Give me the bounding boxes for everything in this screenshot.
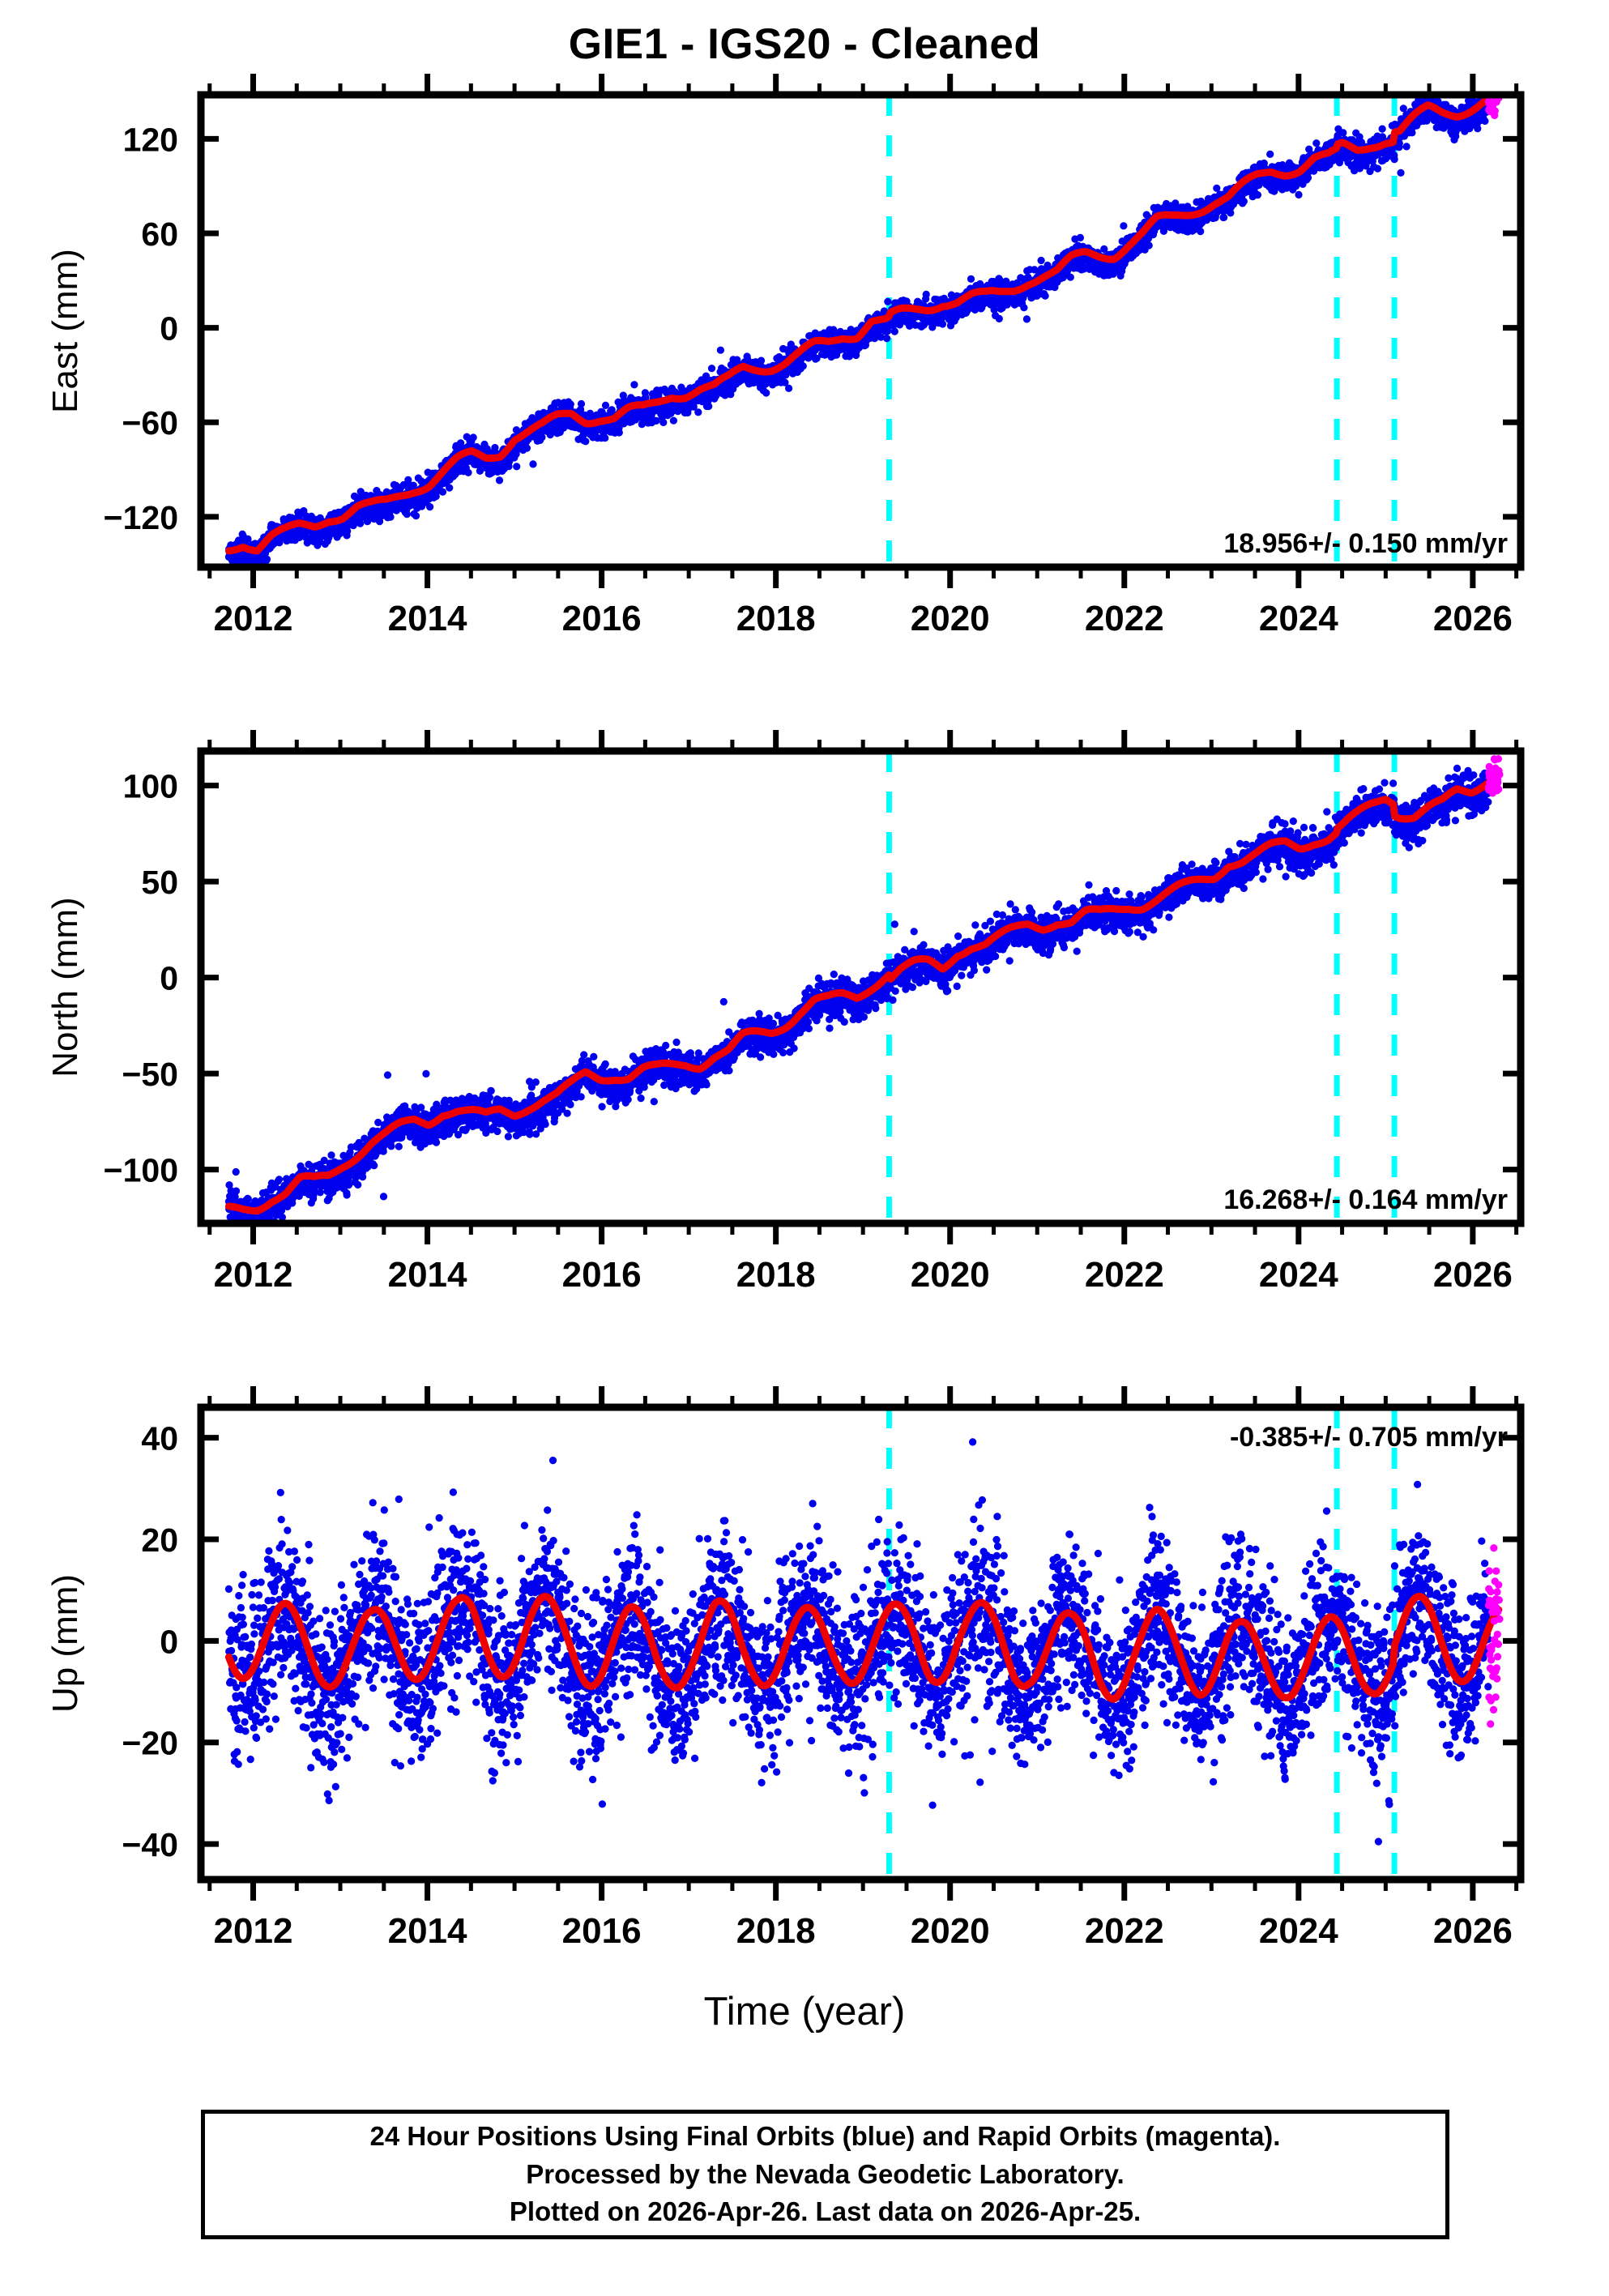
x-tick-label-up-1: 2014: [388, 1911, 467, 1951]
x-tick-label-up-6: 2024: [1259, 1911, 1338, 1951]
y-tick-label-north-0: −100: [104, 1152, 178, 1189]
plot-east: −120 −60 0 60 120 East (mm) 2012 2014 2016 2018 20…: [0, 49, 1609, 697]
y-tick-label-up-4: 40: [141, 1420, 178, 1457]
x-tick-label-north-6: 2024: [1259, 1255, 1338, 1295]
y-tick-label-north-3: 50: [141, 864, 178, 901]
data-layer-east: [225, 75, 1504, 574]
x-tick-label-north-0: 2012: [214, 1255, 293, 1295]
y-tick-label-up-1: −20: [122, 1725, 178, 1762]
x-tick-label-north-7: 2026: [1433, 1255, 1513, 1295]
y-tick-label-up-3: 20: [141, 1521, 178, 1559]
y-tick-label-up-2: 0: [160, 1623, 178, 1660]
y-axis-label-north: North (mm): [45, 897, 85, 1077]
data-layer-north: [225, 751, 1504, 1236]
y-tick-label-north-1: −50: [122, 1056, 178, 1093]
x-tick-label-east-6: 2024: [1259, 599, 1338, 638]
y-tick-label-east-3: 60: [141, 216, 178, 253]
x-tick-label-up-0: 2012: [214, 1911, 293, 1951]
final-orbit-points-up: [225, 1438, 1492, 1946]
x-tick-label-east-3: 2018: [736, 599, 816, 638]
y-axis-label-east: East (mm): [45, 249, 85, 413]
x-tick-label-east-5: 2022: [1085, 599, 1164, 638]
rapid-orbit-points-east: [1485, 81, 1504, 119]
caption-line-processor: Processed by the Nevada Geodetic Laborat…: [526, 2157, 1124, 2193]
panel-north: −100 −50 0 50 100 North (mm) 2012 2014 2016 2018 2…: [0, 705, 1609, 1353]
x-axis-label: Time (year): [0, 1989, 1609, 2034]
caption-line-orbits: 24 Hour Positions Using Final Orbits (bl…: [370, 2119, 1281, 2155]
rate-annotation-up: -0.385+/- 0.705 mm/yr: [1230, 1422, 1508, 1453]
plot-up: −40 −20 0 20 40 Up (mm) 2012 2014 2016 2018 2020 20…: [0, 1361, 1609, 2009]
x-tick-label-north-2: 2016: [562, 1255, 642, 1295]
x-tick-label-east-7: 2026: [1433, 599, 1513, 638]
x-tick-label-east-1: 2014: [388, 599, 467, 638]
x-tick-label-north-4: 2020: [911, 1255, 990, 1295]
panel-up: −40 −20 0 20 40 Up (mm) 2012 2014 2016 2018 2020 20…: [0, 1361, 1609, 2009]
caption-box: 24 Hour Positions Using Final Orbits (bl…: [201, 2110, 1449, 2239]
plot-north: −100 −50 0 50 100 North (mm) 2012 2014 2016 2018 2…: [0, 705, 1609, 1353]
panel-east: −120 −60 0 60 120 East (mm) 2012 2014 2016 2018 20…: [0, 49, 1609, 697]
x-tick-label-east-2: 2016: [562, 599, 642, 638]
caption-line-dates: Plotted on 2026-Apr-26. Last data on 202…: [510, 2194, 1141, 2230]
y-tick-label-east-1: −60: [122, 404, 178, 442]
data-layer-up: [225, 1407, 1504, 1946]
y-tick-label-east-0: −120: [104, 499, 178, 536]
y-tick-label-north-2: 0: [160, 960, 178, 997]
x-tick-label-up-4: 2020: [911, 1911, 990, 1951]
x-tick-label-up-5: 2022: [1085, 1911, 1164, 1951]
y-tick-label-up-0: −40: [122, 1826, 178, 1863]
y-tick-label-north-4: 100: [123, 768, 178, 805]
x-tick-label-east-4: 2020: [911, 599, 990, 638]
y-tick-label-east-4: 120: [123, 121, 178, 158]
rapid-orbit-points-north: [1485, 755, 1504, 796]
final-orbit-points-east: [225, 75, 1492, 574]
rate-annotation-north: 16.268+/- 0.164 mm/yr: [1223, 1184, 1508, 1215]
x-tick-label-up-7: 2026: [1433, 1911, 1513, 1951]
x-tick-label-north-1: 2014: [388, 1255, 467, 1295]
x-tick-label-up-2: 2016: [562, 1911, 642, 1951]
y-tick-label-east-2: 0: [160, 310, 178, 348]
x-tick-label-up-3: 2018: [736, 1911, 816, 1951]
x-tick-label-north-5: 2022: [1085, 1255, 1164, 1295]
x-tick-label-east-0: 2012: [214, 599, 293, 638]
x-tick-label-north-3: 2018: [736, 1255, 816, 1295]
rate-annotation-east: 18.956+/- 0.150 mm/yr: [1223, 528, 1508, 559]
y-axis-label-up: Up (mm): [45, 1574, 85, 1713]
